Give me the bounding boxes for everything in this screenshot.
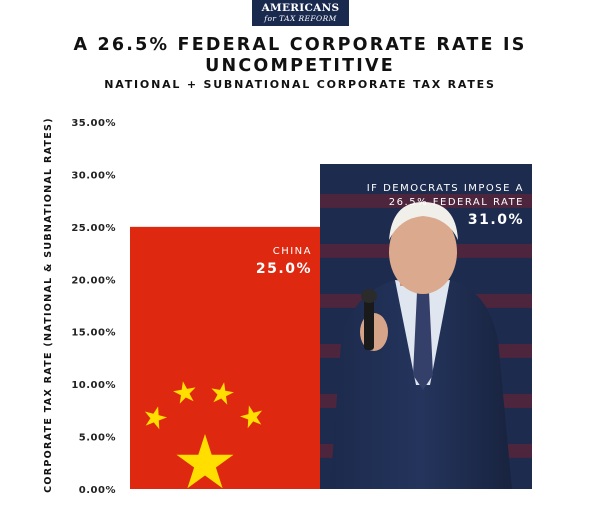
y-tick-label: 5.00% xyxy=(79,433,116,444)
y-tick-label: 0.00% xyxy=(79,485,116,496)
flag-small-star xyxy=(240,405,263,429)
flag-small-star xyxy=(144,406,167,430)
speaker-hair xyxy=(389,202,458,240)
atr-logo: AMERICANS for TAX REFORM xyxy=(252,0,349,26)
category-label-china: CHINA xyxy=(273,246,312,257)
category-label-democrats: 26.5% FEDERAL RATE xyxy=(389,197,524,208)
value-label-democrats: 31.0% xyxy=(468,212,524,228)
flag-small-star xyxy=(211,382,234,405)
bar-democrats-photo xyxy=(320,163,532,489)
speaker-tie xyxy=(413,292,433,390)
flag-large-star xyxy=(176,434,234,489)
y-tick-label: 30.00% xyxy=(71,170,116,181)
y-tick-label: 25.00% xyxy=(71,223,116,234)
y-tick-label: 35.00% xyxy=(71,118,116,129)
chart-subtitle: NATIONAL + SUBNATIONAL CORPORATE TAX RAT… xyxy=(104,78,496,91)
chart-title: A 26.5% FEDERAL CORPORATE RATE IS UNCOMP… xyxy=(73,35,527,76)
logo-line-2: for TAX REFORM xyxy=(264,13,337,23)
y-tick-label: 10.00% xyxy=(71,380,116,391)
speaker-face xyxy=(389,210,457,294)
microphone-icon xyxy=(364,295,374,350)
bar-china xyxy=(130,226,320,489)
y-tick-label: 20.00% xyxy=(71,275,116,286)
y-tick-label: 15.00% xyxy=(71,328,116,339)
flag-small-star xyxy=(173,381,196,404)
category-label-democrats: IF DEMOCRATS IMPOSE A xyxy=(367,183,524,194)
microphone-head xyxy=(361,289,377,303)
value-label-china: 25.0% xyxy=(256,261,312,277)
logo-line-1: AMERICANS xyxy=(261,2,340,14)
